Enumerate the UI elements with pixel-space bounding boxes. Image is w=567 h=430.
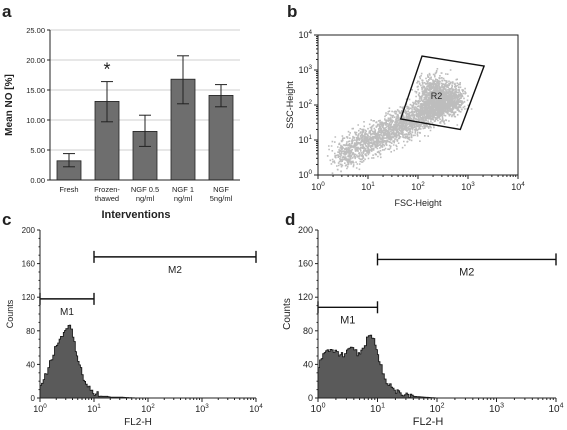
error-bar bbox=[63, 153, 75, 168]
x-axis-tick-labels: Fresh Frozen-thawed NGF 0.5 ng/ml NGF 1 ng/ml… bbox=[59, 185, 232, 203]
marker-m1: M1 bbox=[39, 292, 95, 318]
panel-letter: d bbox=[285, 210, 295, 229]
x-tick-label: 100 bbox=[310, 403, 325, 416]
y-tick-label: 15.00 bbox=[26, 86, 45, 95]
y-tick-label: 40 bbox=[26, 360, 35, 369]
marker-label: M2 bbox=[459, 266, 474, 278]
y-tick-label: 102 bbox=[298, 99, 312, 110]
y-axis-title: Counts bbox=[282, 298, 293, 330]
error-bars bbox=[63, 55, 227, 168]
panel-a: a 0.00 5.00 10.00 15.00 20.00 25.00 Fresh Froz… bbox=[2, 2, 240, 221]
y-tick-label: 40 bbox=[303, 359, 313, 369]
y-tick-label: 25.00 bbox=[26, 26, 45, 35]
y-tick-label: 0.00 bbox=[30, 176, 45, 185]
error-bar bbox=[101, 81, 113, 123]
gate-r2 bbox=[399, 55, 486, 131]
error-bar bbox=[139, 114, 151, 147]
y-tick-label: 160 bbox=[298, 259, 313, 269]
y-tick-label: 0 bbox=[31, 394, 36, 403]
marker-label: M1 bbox=[340, 314, 355, 326]
panel-b: b R2 100 101 102 103 104 100 101 102 103 104 SSC-… bbox=[285, 2, 525, 208]
marker-m2: M2 bbox=[93, 250, 257, 276]
x-tick-label: 102 bbox=[411, 181, 425, 192]
error-bar bbox=[177, 55, 189, 105]
marker-label: M1 bbox=[60, 307, 74, 318]
y-axis-title: Mean NO [%] bbox=[4, 74, 15, 136]
x-tick-label: 101 bbox=[87, 403, 101, 414]
x-tick-label: NGF 1 ng/ml bbox=[172, 185, 194, 203]
x-tick-label: 101 bbox=[361, 181, 375, 192]
y-tick-label: 80 bbox=[26, 327, 35, 336]
x-axis-title: Interventions bbox=[101, 209, 170, 221]
panel-letter: a bbox=[2, 2, 12, 21]
scatter-points bbox=[326, 68, 473, 174]
y-tick-label: 200 bbox=[298, 225, 313, 235]
event-points bbox=[326, 68, 473, 174]
y-tick-label: 103 bbox=[298, 64, 312, 75]
y-axis-title: SSC-Height bbox=[285, 81, 295, 129]
x-tick-label: 102 bbox=[429, 403, 444, 416]
x-tick-label: 103 bbox=[461, 181, 475, 192]
x-tick-label: 103 bbox=[195, 403, 209, 414]
y-tick-label: 160 bbox=[22, 260, 36, 269]
x-tick-label: 100 bbox=[33, 403, 47, 414]
y-axis-ticks: 0.00 5.00 10.00 15.00 20.00 25.00 bbox=[26, 26, 50, 185]
gridlines bbox=[50, 29, 240, 151]
bar bbox=[208, 95, 234, 181]
gate-label: R2 bbox=[431, 91, 443, 101]
y-tick-label: 101 bbox=[298, 134, 312, 145]
y-tick-label: 104 bbox=[298, 29, 312, 40]
bars bbox=[56, 78, 234, 181]
x-tick-label: 101 bbox=[370, 403, 385, 416]
y-tick-label: 120 bbox=[298, 292, 313, 302]
significance-star: * bbox=[103, 60, 110, 80]
x-tick-label: NGF 5ng/ml bbox=[210, 185, 233, 203]
x-axis-title: FL2-H bbox=[413, 416, 444, 428]
x-tick-label: 104 bbox=[249, 403, 263, 414]
y-tick-label: 0 bbox=[308, 393, 313, 403]
x-tick-label: Frozen-thawed bbox=[94, 185, 120, 203]
y-tick-label: 200 bbox=[22, 226, 36, 235]
x-axis-title: FSC-Height bbox=[394, 198, 442, 208]
region-markers: M1 M2 bbox=[317, 253, 557, 326]
y-tick-label: 80 bbox=[303, 326, 313, 336]
x-tick-label: 104 bbox=[548, 403, 563, 416]
panel-letter: c bbox=[2, 210, 11, 229]
x-tick-label: 102 bbox=[141, 403, 155, 414]
x-tick-label: 104 bbox=[511, 181, 525, 192]
marker-m1: M1 bbox=[317, 301, 379, 326]
axis-ticks: 100 101 102 103 104 100 101 102 103 104 bbox=[298, 29, 525, 192]
x-tick-label: 103 bbox=[489, 403, 504, 416]
marker-label: M2 bbox=[168, 265, 182, 276]
region-markers: M1 M2 bbox=[39, 250, 257, 318]
axis-ticks: 0 40 80 120 160 200 100 101 102 103 104 bbox=[298, 225, 564, 415]
y-tick-label: 100 bbox=[298, 169, 312, 180]
plot-frame bbox=[317, 34, 519, 176]
panel-c: c 0 40 80 120 160 200 100 101 102 103 104 M1 M2 Cou… bbox=[2, 210, 263, 428]
x-tick-label: NGF 0.5 ng/ml bbox=[131, 185, 159, 203]
panel-d: d 0 40 80 120 160 200 100 101 102 103 104 M1 M2 Cou… bbox=[282, 210, 564, 428]
y-axis-title: Counts bbox=[5, 299, 15, 328]
histogram-area bbox=[317, 334, 556, 399]
y-tick-label: 10.00 bbox=[26, 116, 45, 125]
histogram-area bbox=[39, 324, 256, 399]
y-tick-label: 5.00 bbox=[30, 146, 45, 155]
x-axis-title: FL2-H bbox=[124, 417, 152, 428]
panel-letter: b bbox=[287, 2, 297, 21]
y-tick-label: 20.00 bbox=[26, 56, 45, 65]
error-bar bbox=[215, 84, 227, 108]
axis-ticks: 0 40 80 120 160 200 100 101 102 103 104 bbox=[22, 226, 264, 414]
marker-m2: M2 bbox=[376, 253, 557, 278]
y-tick-label: 120 bbox=[22, 293, 36, 302]
x-tick-label: Fresh bbox=[59, 185, 78, 194]
x-tick-label: 100 bbox=[311, 181, 325, 192]
